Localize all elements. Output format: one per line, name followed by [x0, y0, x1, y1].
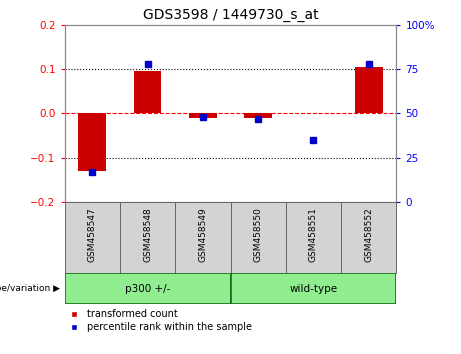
Text: GSM458547: GSM458547 [88, 207, 97, 262]
Bar [230, 273, 396, 304]
Bar [341, 202, 396, 273]
Text: genotype/variation ▶: genotype/variation ▶ [0, 284, 60, 293]
Bar [230, 202, 286, 273]
Text: GSM458551: GSM458551 [309, 207, 318, 262]
Legend: transformed count, percentile rank within the sample: transformed count, percentile rank withi… [70, 309, 252, 332]
Text: GSM458549: GSM458549 [198, 207, 207, 262]
Text: p300 +/-: p300 +/- [125, 284, 170, 293]
Bar [65, 273, 230, 304]
Text: wild-type: wild-type [290, 284, 337, 293]
Text: GSM458552: GSM458552 [364, 207, 373, 262]
Bar [355, 67, 383, 113]
Bar [189, 113, 217, 118]
Bar [78, 113, 106, 171]
Bar [65, 202, 120, 273]
Text: GSM458550: GSM458550 [254, 207, 263, 262]
Bar [175, 202, 230, 273]
Bar [244, 113, 272, 118]
Bar [286, 202, 341, 273]
Text: GSM458548: GSM458548 [143, 207, 152, 262]
Bar [134, 71, 161, 113]
Title: GDS3598 / 1449730_s_at: GDS3598 / 1449730_s_at [143, 8, 318, 22]
Bar [120, 202, 175, 273]
